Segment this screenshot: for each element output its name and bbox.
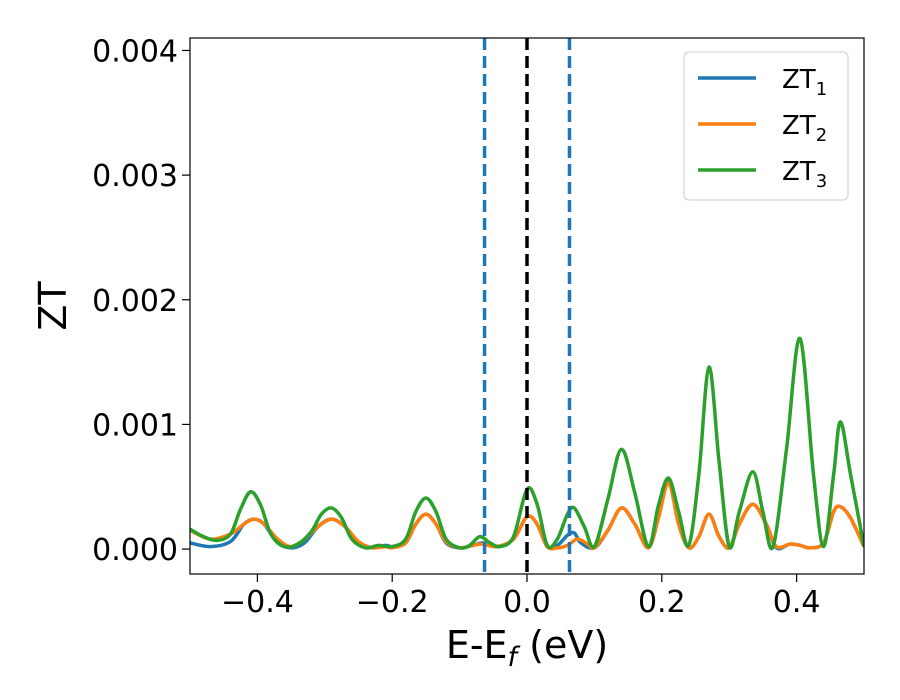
- y-tick-label: 0.000: [92, 533, 178, 568]
- series-line-zt2: [190, 481, 864, 551]
- legend: ZT1 ZT2 ZT3: [683, 51, 849, 201]
- x-tick-label: −0.2: [356, 585, 429, 620]
- y-axis-ticks: 0.000 0.001 0.002 0.003 0.004: [92, 34, 190, 568]
- legend-label-zt1: ZT1: [782, 65, 827, 100]
- x-tick-label: 0.0: [503, 585, 551, 620]
- legend-label-zt2: ZT2: [782, 111, 827, 146]
- legend-label-zt3: ZT3: [782, 157, 827, 192]
- x-tick-label: 0.4: [773, 585, 821, 620]
- y-tick-label: 0.003: [92, 159, 178, 194]
- x-tick-label: −0.4: [221, 585, 294, 620]
- series-line-zt3: [190, 336, 864, 551]
- series-layer: [190, 336, 864, 551]
- x-tick-label: 0.2: [638, 585, 686, 620]
- y-tick-label: 0.002: [92, 284, 178, 319]
- y-tick-label: 0.001: [92, 408, 178, 443]
- y-tick-label: 0.004: [92, 34, 178, 69]
- x-axis-title-unit: (eV): [517, 623, 608, 667]
- y-axis-title: ZT: [31, 281, 75, 331]
- x-axis-ticks: −0.4 −0.2 0.0 0.2 0.4: [221, 574, 820, 620]
- x-axis-title: E-Ef (eV): [446, 623, 608, 673]
- x-axis-title-main: E-E: [446, 623, 508, 667]
- legend-box: [683, 51, 849, 201]
